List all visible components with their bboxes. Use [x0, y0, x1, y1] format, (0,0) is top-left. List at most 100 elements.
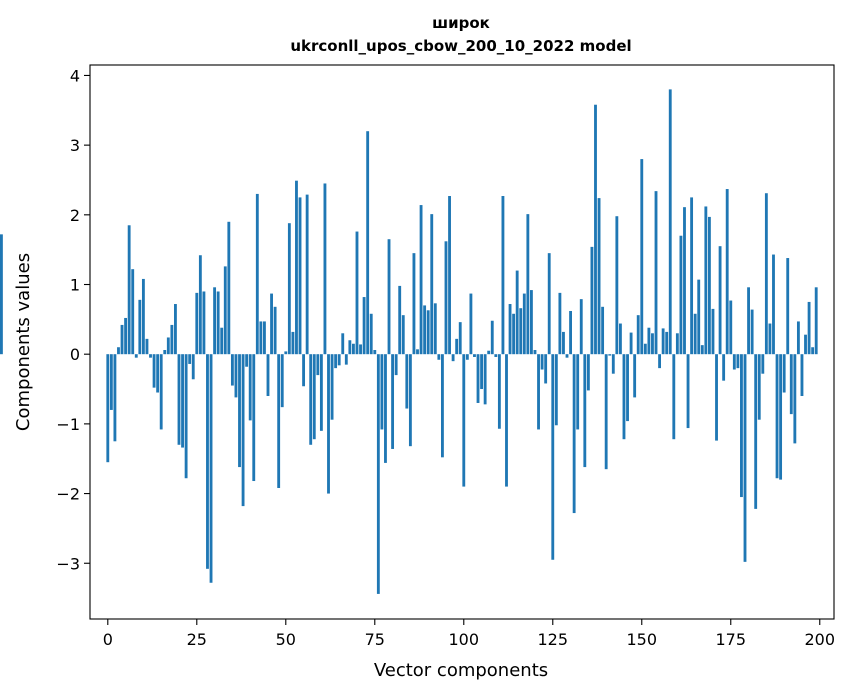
bar	[807, 301, 811, 355]
bar	[796, 321, 800, 355]
bar	[604, 354, 608, 470]
bar	[444, 241, 448, 355]
plot-frame	[89, 64, 835, 620]
bar	[565, 354, 569, 358]
bar	[302, 354, 306, 387]
bar	[127, 225, 131, 355]
bar	[191, 354, 195, 380]
bar	[177, 354, 181, 445]
bar	[423, 305, 427, 355]
bar	[558, 292, 562, 355]
bar	[700, 345, 704, 355]
bar	[654, 191, 658, 355]
bar	[109, 354, 113, 410]
bar	[174, 304, 177, 355]
bar	[508, 304, 512, 355]
y-tick-label: 3	[70, 136, 80, 155]
bar	[786, 258, 790, 355]
bar	[494, 354, 498, 357]
bar	[433, 303, 437, 355]
bar	[405, 354, 409, 409]
bar	[764, 193, 768, 355]
x-tick-label: 100	[449, 630, 480, 649]
bar	[768, 323, 772, 355]
bar	[437, 354, 441, 360]
bar	[106, 354, 110, 463]
bar	[284, 351, 288, 355]
bar	[430, 214, 434, 355]
bar	[626, 354, 629, 422]
bar	[772, 254, 775, 355]
bar	[156, 354, 160, 393]
bar	[277, 354, 281, 488]
bar	[273, 306, 277, 355]
bar	[754, 354, 758, 509]
bar	[184, 354, 188, 479]
bar	[804, 334, 807, 355]
x-tick-label: 200	[804, 630, 835, 649]
bar	[729, 300, 733, 355]
chart-subtitle: ukrconll_upos_cbow_200_10_2022 model	[290, 37, 631, 55]
bar	[391, 354, 395, 449]
bar	[597, 198, 601, 355]
bar	[718, 246, 722, 355]
bar	[327, 354, 330, 494]
bar	[633, 354, 637, 398]
y-tick-label: −3	[56, 554, 80, 573]
x-tick-label: 125	[538, 630, 569, 649]
bar	[337, 354, 341, 366]
bar	[793, 354, 797, 444]
bar	[512, 313, 516, 355]
bar	[295, 180, 298, 355]
bar	[384, 354, 387, 463]
bar	[515, 270, 519, 355]
bar	[526, 214, 530, 355]
bar	[690, 197, 694, 355]
bar	[355, 231, 359, 355]
bar	[750, 309, 754, 355]
bar	[263, 321, 266, 355]
x-tick-label: 75	[365, 630, 385, 649]
axis-ticks-group: 0 25 50 75 100 125 150 175 200 −3 −2 −1 0 1 2 3 4	[56, 66, 835, 649]
bar	[462, 354, 466, 487]
bar	[455, 338, 459, 355]
bar	[344, 354, 348, 365]
bar	[419, 205, 423, 355]
bar	[149, 354, 152, 358]
bar	[629, 332, 633, 355]
bar	[732, 354, 736, 370]
bar	[697, 279, 701, 355]
bar	[131, 269, 135, 355]
y-tick-label: 2	[70, 206, 80, 225]
bar	[362, 297, 366, 355]
bar	[465, 354, 469, 360]
bar	[757, 354, 761, 420]
bar	[152, 354, 156, 388]
bar	[533, 350, 537, 355]
bar	[704, 206, 708, 355]
bar	[380, 354, 384, 430]
bar	[0, 234, 3, 355]
bar	[618, 323, 622, 355]
bar	[544, 354, 548, 384]
bar	[134, 354, 138, 358]
bar	[412, 253, 416, 355]
y-tick-label: 0	[70, 345, 80, 364]
bar	[291, 331, 295, 355]
bar	[594, 104, 597, 355]
bar	[141, 278, 145, 355]
x-tick-label: 175	[715, 630, 746, 649]
chart-title: широк	[432, 14, 490, 32]
bar	[195, 292, 199, 355]
bar	[473, 354, 476, 357]
bar	[686, 354, 690, 429]
bar	[505, 354, 508, 487]
bar	[782, 354, 786, 393]
bar	[206, 354, 209, 569]
bar	[159, 354, 163, 430]
bar	[547, 253, 551, 355]
x-tick-label: 50	[276, 630, 296, 649]
bar	[248, 354, 252, 421]
bar	[611, 354, 615, 374]
